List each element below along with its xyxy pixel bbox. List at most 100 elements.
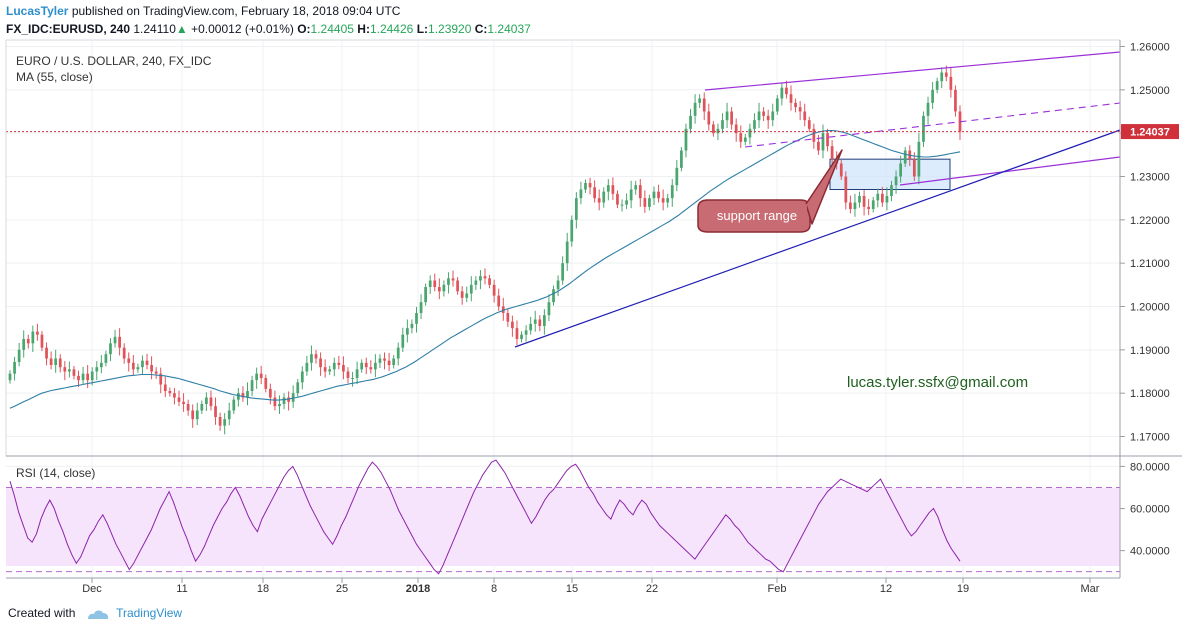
- candle-body: [931, 89, 934, 103]
- last-price: 1.24110: [133, 22, 176, 36]
- candle-body: [127, 358, 131, 363]
- candle-body: [949, 76, 953, 90]
- candle-body: [565, 241, 569, 264]
- candle-body: [45, 347, 48, 359]
- candle-body: [469, 284, 473, 294]
- candle-body: [488, 278, 491, 285]
- candle-body: [268, 388, 272, 398]
- price-tick-label: 1.20000: [1130, 302, 1170, 314]
- candle-body: [798, 107, 802, 112]
- candle-body: [492, 284, 496, 296]
- candle-body: [785, 87, 788, 95]
- candle-body: [858, 196, 861, 203]
- ma-legend: MA (55, close): [16, 70, 93, 84]
- symbol-bar: FX_IDC:EURUSD, 240 1.24110▲ +0.00012 (+0…: [6, 22, 531, 36]
- candle-body: [456, 280, 459, 292]
- candle-body: [287, 397, 290, 402]
- candle-body: [917, 141, 921, 177]
- candle-body: [342, 365, 345, 372]
- time-tick-label: 19: [957, 583, 969, 595]
- candle-body: [570, 219, 574, 242]
- rsi-band-fill: [6, 488, 1120, 566]
- candle-body: [405, 328, 409, 335]
- candle-body: [899, 163, 902, 177]
- low-label: L:: [416, 22, 429, 36]
- candle-body: [291, 393, 295, 402]
- candle-body: [497, 295, 501, 307]
- candle-body: [849, 202, 852, 209]
- time-tick-label: 18: [257, 583, 269, 595]
- candle-body: [771, 111, 775, 121]
- candle-body: [666, 198, 670, 203]
- channel-upper-line: [704, 51, 1121, 91]
- candle-body: [241, 393, 245, 398]
- candle-body: [81, 373, 85, 381]
- candle-body: [22, 339, 26, 350]
- candle-body: [447, 278, 450, 285]
- candle-body: [556, 280, 560, 290]
- candle-body: [442, 284, 446, 292]
- candle-body: [616, 193, 619, 205]
- candle-body: [670, 185, 674, 199]
- candle-body: [360, 362, 364, 370]
- candle-body: [328, 369, 332, 372]
- price-tick-label: 1.19000: [1130, 345, 1170, 357]
- candle-body: [465, 293, 469, 298]
- tradingview-brand-link[interactable]: TradingView: [116, 606, 183, 620]
- candle-body: [935, 81, 939, 90]
- candle-body: [173, 393, 176, 398]
- candle-body: [205, 397, 208, 404]
- candle-body: [867, 206, 871, 209]
- candle-body: [912, 159, 916, 177]
- candle-body: [255, 373, 259, 381]
- candle-body: [538, 319, 542, 326]
- candle-body: [543, 315, 546, 326]
- created-with-text: Created with: [8, 606, 76, 620]
- candle-body: [638, 185, 642, 199]
- price-tick-label: 1.21000: [1130, 258, 1170, 270]
- candle-body: [652, 191, 656, 199]
- candle-body: [214, 406, 217, 417]
- candle-body: [300, 371, 304, 383]
- candle-body: [634, 185, 638, 190]
- candle-body: [661, 198, 665, 203]
- candle-body: [36, 331, 39, 335]
- candle-body: [191, 410, 195, 420]
- candle-body: [926, 102, 930, 116]
- tradingview-logo-icon: [87, 610, 108, 619]
- candle-body: [794, 102, 797, 108]
- candle-body: [72, 369, 76, 376]
- candle-body: [501, 306, 505, 313]
- candle-body: [593, 187, 596, 199]
- candle-body: [529, 323, 533, 331]
- candle-body: [862, 196, 866, 207]
- channel-lower-line: [899, 156, 1121, 186]
- candle-body: [58, 358, 62, 368]
- candle-body: [383, 358, 386, 361]
- candle-body: [762, 111, 765, 116]
- candles: [8, 65, 962, 435]
- candle-body: [319, 358, 322, 368]
- candle-body: [817, 141, 820, 151]
- rsi-legend: RSI (14, close): [16, 466, 95, 480]
- author-link[interactable]: LucasTyler: [6, 4, 69, 18]
- candle-body: [689, 115, 692, 129]
- candle-body: [547, 302, 551, 316]
- candle-body: [511, 321, 514, 329]
- candle-body: [154, 371, 158, 374]
- candle-body: [766, 115, 770, 121]
- candle-body: [721, 120, 724, 129]
- published-text: published on TradingView.com, February 1…: [71, 4, 401, 18]
- rsi-axis: 80.0000 60.0000 40.0000: [1120, 461, 1170, 558]
- candle-body: [86, 373, 90, 381]
- time-tick-label: 12: [880, 583, 892, 595]
- rsi-line: [9, 459, 961, 575]
- last-price-tag: [1121, 124, 1179, 140]
- candle-body: [853, 202, 857, 209]
- candle-body: [812, 128, 816, 142]
- candle-body: [648, 198, 651, 207]
- candle-body: [159, 373, 163, 385]
- candle-body: [250, 380, 254, 391]
- candle-body: [830, 146, 834, 160]
